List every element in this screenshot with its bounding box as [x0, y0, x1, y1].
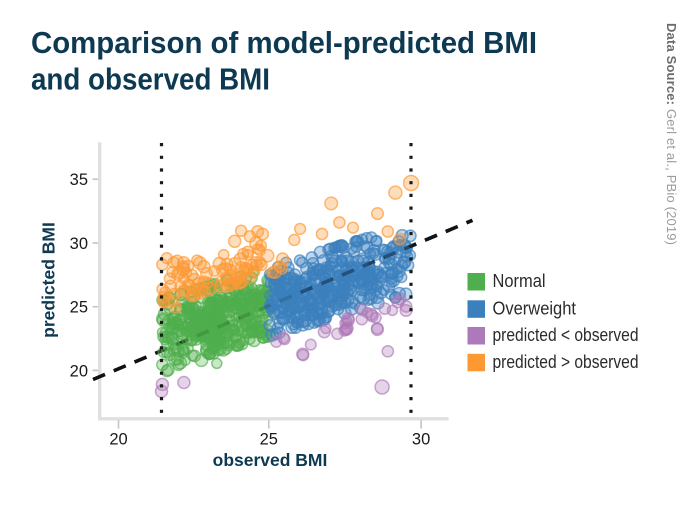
svg-text:Data Source: Gerl et al., PBio: Data Source: Gerl et al., PBio (2019): [664, 23, 679, 245]
svg-text:35: 35: [70, 171, 88, 189]
svg-text:predicted > observed: predicted > observed: [493, 352, 639, 372]
svg-text:Overweight: Overweight: [493, 298, 577, 318]
svg-text:20: 20: [109, 431, 127, 449]
svg-text:30: 30: [70, 235, 88, 253]
svg-text:Normal: Normal: [493, 271, 546, 291]
svg-text:predicted BMI: predicted BMI: [39, 222, 59, 338]
svg-text:25: 25: [260, 431, 278, 449]
svg-text:30: 30: [412, 431, 430, 449]
svg-text:and observed BMI: and observed BMI: [31, 61, 270, 96]
svg-text:observed BMI: observed BMI: [213, 450, 328, 470]
svg-text:Comparison of model-predicted: Comparison of model-predicted BMI: [31, 25, 537, 60]
svg-text:25: 25: [70, 299, 88, 317]
svg-text:predicted < observed: predicted < observed: [493, 325, 639, 345]
svg-text:20: 20: [70, 362, 88, 380]
